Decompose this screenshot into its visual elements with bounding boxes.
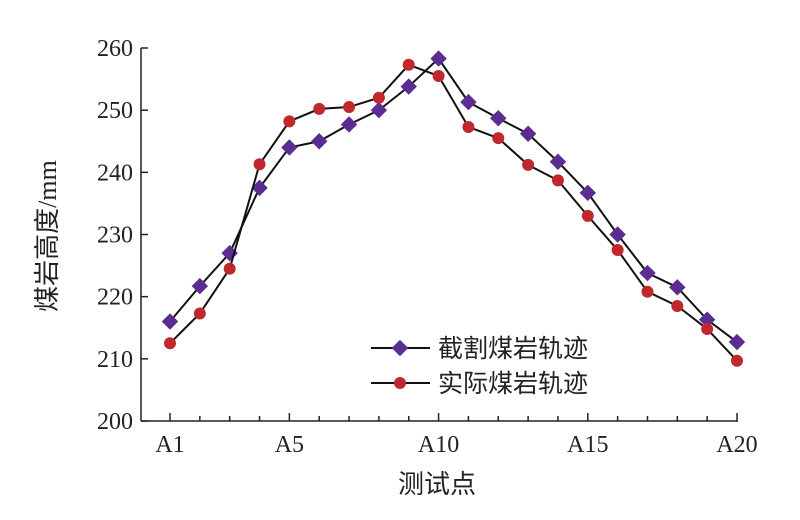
data-point [161, 313, 179, 330]
data-point [313, 102, 326, 115]
legend-label: 实际煤岩轨迹 [438, 370, 588, 398]
axes [140, 47, 738, 422]
legend-item-1: 截割煤岩轨迹 [371, 335, 588, 363]
data-point [639, 264, 656, 282]
x-tick-label: A5 [275, 432, 304, 458]
x-tick-label: A1 [155, 432, 184, 458]
data-point [519, 125, 537, 142]
y-tick-label: 200 [97, 409, 133, 435]
y-axis-label: 煤岩高度/mm [33, 160, 62, 312]
x-axis-label: 测试点 [398, 470, 476, 499]
data-point [191, 277, 209, 295]
y-tick-label: 240 [97, 160, 133, 186]
data-point [581, 209, 594, 222]
series-2 [164, 58, 743, 367]
tick-labels: 200 210 220 230 240 250 260 A1 A5 A10 A15 A20 [97, 36, 758, 458]
data-point [490, 110, 507, 127]
y-tick-label: 250 [97, 98, 133, 124]
data-point [460, 93, 477, 111]
legend-marker [394, 377, 406, 389]
data-point [370, 101, 388, 119]
data-point [669, 279, 686, 296]
data-point [253, 158, 266, 171]
x-tick-label: A20 [716, 432, 757, 458]
data-point [193, 307, 206, 320]
data-point [432, 69, 445, 82]
x-tick-label: A10 [418, 432, 459, 458]
data-point [462, 120, 475, 133]
y-tick-label: 220 [97, 285, 133, 311]
data-point [731, 354, 743, 367]
data-point [671, 299, 684, 312]
series-line [169, 57, 738, 343]
data-point [283, 115, 296, 128]
data-point [372, 91, 385, 104]
data-point [522, 158, 535, 171]
data-point [340, 116, 358, 133]
data-point [223, 262, 236, 275]
legend-marker [391, 339, 409, 357]
data-point [400, 78, 417, 95]
data-point [281, 139, 298, 156]
data-point [728, 333, 746, 351]
legend-label: 截割煤岩轨迹 [438, 335, 588, 363]
series-1 [161, 50, 746, 351]
series-group [161, 50, 746, 367]
data-point [641, 285, 654, 298]
data-point [402, 58, 415, 71]
data-point [611, 244, 624, 257]
data-point [579, 184, 596, 202]
data-point [492, 132, 505, 145]
data-point [343, 101, 356, 114]
y-tick-label: 260 [97, 36, 133, 62]
data-point [549, 153, 567, 170]
y-tick-label: 210 [97, 347, 133, 373]
data-point [551, 174, 564, 187]
y-tick-label: 230 [97, 223, 133, 249]
legend-item-2: 实际煤岩轨迹 [371, 370, 588, 398]
x-tick-label: A15 [567, 432, 608, 458]
data-point [311, 133, 328, 150]
data-point [609, 226, 626, 243]
series-line [169, 63, 738, 362]
data-point [701, 322, 714, 335]
data-point [430, 50, 447, 67]
data-point [164, 337, 176, 350]
